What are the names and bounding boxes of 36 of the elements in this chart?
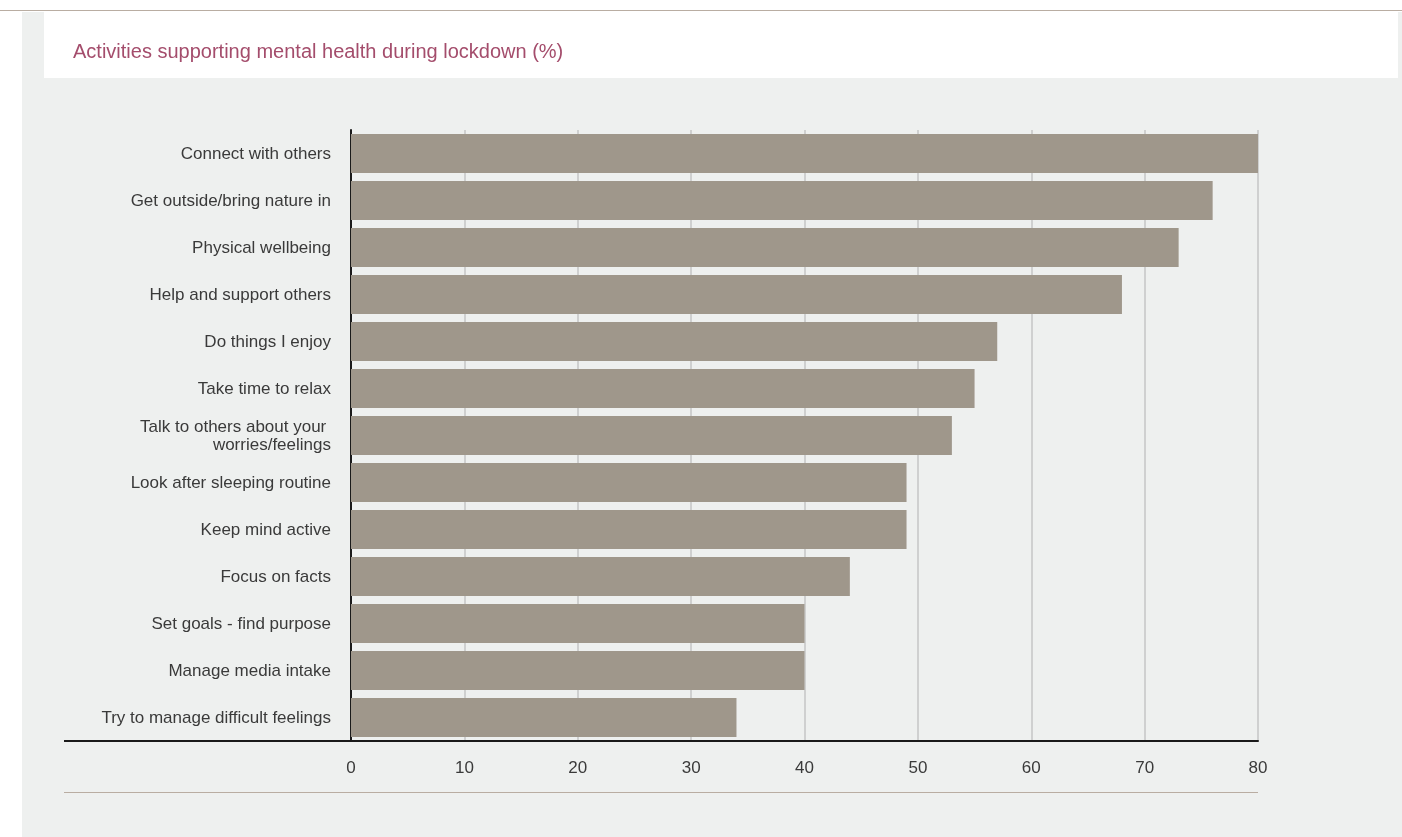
- x-tick-label: 40: [795, 758, 814, 777]
- x-tick-label: 80: [1248, 758, 1268, 777]
- x-tick-label: 10: [454, 758, 474, 777]
- x-tick-label: 70: [1135, 758, 1155, 777]
- bar: [351, 134, 1258, 174]
- y-tick-label: Keep mind active: [200, 520, 331, 539]
- y-tick-label: Manage media intake: [168, 661, 331, 680]
- bar: [351, 275, 1122, 315]
- bar: [351, 698, 737, 738]
- y-tick-label: Help and support others: [149, 285, 331, 304]
- y-tick-label: Set goals - find purpose: [151, 614, 331, 633]
- bar: [351, 322, 998, 362]
- chart-title: Activities supporting mental health during lockdown (%): [73, 40, 564, 62]
- x-tick-label: 0: [346, 758, 356, 777]
- y-tick-label: Look after sleeping routine: [130, 473, 331, 492]
- x-tick-label: 30: [681, 758, 701, 777]
- bar: [351, 369, 975, 409]
- bar: [351, 181, 1213, 221]
- y-tick-label: Try to manage difficult feelings: [101, 708, 331, 727]
- bar: [351, 604, 805, 644]
- y-tick-label: Connect with others: [180, 144, 331, 163]
- y-tick-label: Do things I enjoy: [204, 332, 332, 351]
- y-tick-label: Focus on facts: [220, 567, 331, 586]
- x-tick-label: 60: [1021, 758, 1041, 777]
- bar: [351, 228, 1179, 268]
- bar: [351, 416, 952, 456]
- y-tick-label: Get outside/bring nature in: [130, 191, 331, 210]
- y-tick-label: Physical wellbeing: [192, 238, 331, 257]
- bar: [351, 510, 907, 550]
- x-tick-label: 50: [908, 758, 928, 777]
- y-tick-label: Take time to relax: [197, 379, 332, 398]
- bar: [351, 651, 805, 691]
- x-tick-label: 20: [568, 758, 588, 777]
- bar: [351, 463, 907, 503]
- bar: [351, 557, 850, 597]
- y-tick-label: Talk to others about your worries/feelings: [140, 417, 331, 454]
